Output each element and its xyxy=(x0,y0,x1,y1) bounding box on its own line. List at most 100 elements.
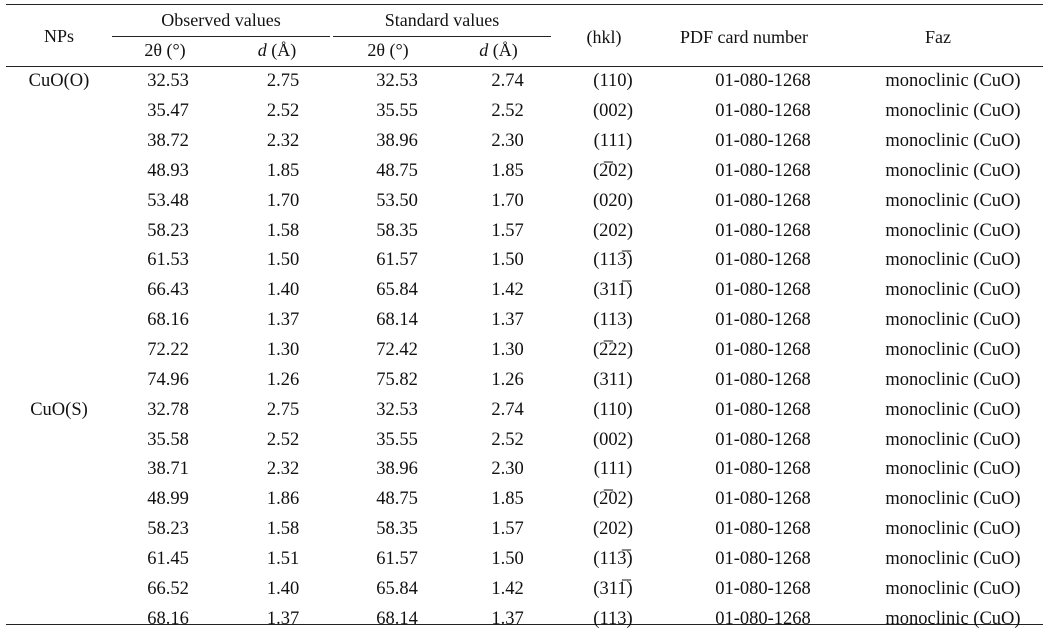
faz-cell: monoclinic (CuO) xyxy=(885,310,1021,331)
standard-d-cell: 1.70 xyxy=(491,190,524,211)
np-cell xyxy=(6,336,112,366)
table-header-rule xyxy=(6,66,1043,67)
observed-d-cell: 1.58 xyxy=(266,220,300,241)
np-cell xyxy=(6,276,112,306)
faz-cell: monoclinic (CuO) xyxy=(885,131,1021,152)
header-observed-d-unit: (Å) xyxy=(266,40,297,60)
header-standard-d-unit: (Å) xyxy=(488,40,518,60)
hkl-cell: (111) xyxy=(593,459,633,480)
faz-cell: monoclinic (CuO) xyxy=(885,578,1021,599)
standard-2theta-cell: 32.53 xyxy=(376,399,418,420)
standard-2theta-cell: 48.75 xyxy=(376,489,418,510)
table-row: 35.47 2.52 35.55 2.52 (002) 01-080-1268 monocl… xyxy=(6,97,1043,127)
pdf-card-cell: 01-080-1268 xyxy=(715,429,811,450)
np-cell xyxy=(6,425,112,455)
hkl-cell: (311) xyxy=(593,369,633,390)
standard-2theta-cell: 61.57 xyxy=(376,250,418,271)
observed-d-cell: 1.86 xyxy=(266,489,300,510)
table-row: 68.16 1.37 68.14 1.37 (113) 01-080-1268 monocl… xyxy=(6,604,1043,634)
observed-2theta-cell: 48.99 xyxy=(147,489,189,510)
table-body: CuO(O) 32.53 2.75 32.53 2.74 (110) 01-080-1268… xyxy=(6,67,1043,634)
pdf-card-cell: 01-080-1268 xyxy=(715,220,811,241)
faz-cell: monoclinic (CuO) xyxy=(885,340,1021,361)
np-cell xyxy=(6,246,112,276)
np-cell xyxy=(6,455,112,485)
table-bottom-rule xyxy=(6,624,1043,625)
pdf-card-cell: 01-080-1268 xyxy=(715,519,811,540)
faz-cell: monoclinic (CuO) xyxy=(885,101,1021,122)
hkl-cell: (020) xyxy=(592,190,634,211)
observed-subheader-rule xyxy=(112,36,330,37)
observed-2theta-cell: 48.93 xyxy=(147,160,189,181)
table-row: CuO(S) 32.78 2.75 32.53 2.74 (110) 01-080-1268… xyxy=(6,395,1043,425)
pdf-card-cell: 01-080-1268 xyxy=(715,608,811,629)
standard-d-cell: 1.57 xyxy=(491,220,524,241)
standard-2theta-cell: 68.14 xyxy=(376,310,418,331)
np-cell xyxy=(6,545,112,575)
observed-d-cell: 2.52 xyxy=(266,101,300,122)
standard-d-cell: 2.30 xyxy=(491,131,524,152)
table-row: 48.93 1.85 48.75 1.85 (2̅02) 01-080-1268 monoc… xyxy=(6,157,1043,187)
faz-cell: monoclinic (CuO) xyxy=(885,489,1021,510)
header-observed-2theta: 2θ (°) xyxy=(144,40,186,60)
faz-cell: monoclinic (CuO) xyxy=(885,190,1021,211)
table-row: 58.23 1.58 58.35 1.57 (202) 01-080-1268 monocl… xyxy=(6,216,1043,246)
standard-d-cell: 1.37 xyxy=(491,310,524,331)
pdf-card-cell: 01-080-1268 xyxy=(715,160,811,181)
standard-d-cell: 2.52 xyxy=(491,429,524,450)
faz-cell: monoclinic (CuO) xyxy=(885,459,1021,480)
pdf-card-cell: 01-080-1268 xyxy=(715,578,811,599)
xrd-data-table: CuO(O) 32.53 2.75 32.53 2.74 (110) 01-080-1268… xyxy=(6,67,1043,634)
pdf-card-cell: 01-080-1268 xyxy=(715,280,811,301)
hkl-cell: (110) xyxy=(593,399,633,420)
table-row: 66.52 1.40 65.84 1.42 (311̅) 01-080-1268 monoc… xyxy=(6,574,1043,604)
faz-cell: monoclinic (CuO) xyxy=(885,608,1021,629)
header-standard-d-letter: d xyxy=(479,40,489,60)
standard-d-cell: 1.30 xyxy=(491,340,524,361)
table-row: 68.16 1.37 68.14 1.37 (113) 01-080-1268 monocl… xyxy=(6,306,1043,336)
faz-cell: monoclinic (CuO) xyxy=(885,71,1021,92)
header-observed-d: d (Å) xyxy=(222,40,332,61)
observed-2theta-cell: 68.16 xyxy=(147,310,189,331)
observed-d-cell: 1.37 xyxy=(266,310,300,331)
hkl-cell: (2̅22) xyxy=(592,340,634,361)
standard-d-cell: 1.50 xyxy=(491,548,524,569)
header-nps: NPs xyxy=(43,26,74,46)
header-observed-d-letter: d xyxy=(257,40,267,60)
standard-d-cell: 1.85 xyxy=(491,489,524,510)
faz-cell: monoclinic (CuO) xyxy=(885,548,1021,569)
table-row: 35.58 2.52 35.55 2.52 (002) 01-080-1268 monocl… xyxy=(6,425,1043,455)
table-row: 58.23 1.58 58.35 1.57 (202) 01-080-1268 monocl… xyxy=(6,515,1043,545)
pdf-card-cell: 01-080-1268 xyxy=(715,340,811,361)
observed-2theta-cell: 66.43 xyxy=(147,280,189,301)
observed-d-cell: 1.58 xyxy=(266,519,300,540)
faz-cell: monoclinic (CuO) xyxy=(885,220,1021,241)
standard-d-cell: 2.74 xyxy=(491,399,524,420)
table-row: 38.71 2.32 38.96 2.30 (111) 01-080-1268 monocl… xyxy=(6,455,1043,485)
np-cell xyxy=(6,157,112,187)
observed-d-cell: 2.32 xyxy=(266,131,300,152)
hkl-cell: (113̅) xyxy=(593,548,633,569)
standard-d-cell: 1.42 xyxy=(491,280,524,301)
table-top-rule xyxy=(6,4,1043,5)
hkl-cell: (2̅02) xyxy=(592,160,634,181)
standard-2theta-cell: 48.75 xyxy=(376,160,418,181)
hkl-cell: (311̅) xyxy=(593,280,633,301)
faz-cell: monoclinic (CuO) xyxy=(885,280,1021,301)
observed-d-cell: 1.50 xyxy=(266,250,300,271)
table-row: CuO(O) 32.53 2.75 32.53 2.74 (110) 01-080-1268… xyxy=(6,67,1043,97)
table-row: 72.22 1.30 72.42 1.30 (2̅22) 01-080-1268 monoc… xyxy=(6,336,1043,366)
observed-d-cell: 1.30 xyxy=(266,340,300,361)
faz-cell: monoclinic (CuO) xyxy=(885,429,1021,450)
standard-2theta-cell: 53.50 xyxy=(376,190,418,211)
observed-2theta-cell: 58.23 xyxy=(147,220,189,241)
hkl-cell: (113̅) xyxy=(593,250,633,271)
observed-2theta-cell: 72.22 xyxy=(147,340,189,361)
observed-d-cell: 1.85 xyxy=(266,160,300,181)
standard-2theta-cell: 35.55 xyxy=(376,429,418,450)
pdf-card-cell: 01-080-1268 xyxy=(715,101,811,122)
observed-d-cell: 1.37 xyxy=(266,608,300,629)
standard-d-cell: 1.37 xyxy=(491,608,524,629)
header-faz: Faz xyxy=(925,27,951,47)
hkl-cell: (311̅) xyxy=(593,578,633,599)
